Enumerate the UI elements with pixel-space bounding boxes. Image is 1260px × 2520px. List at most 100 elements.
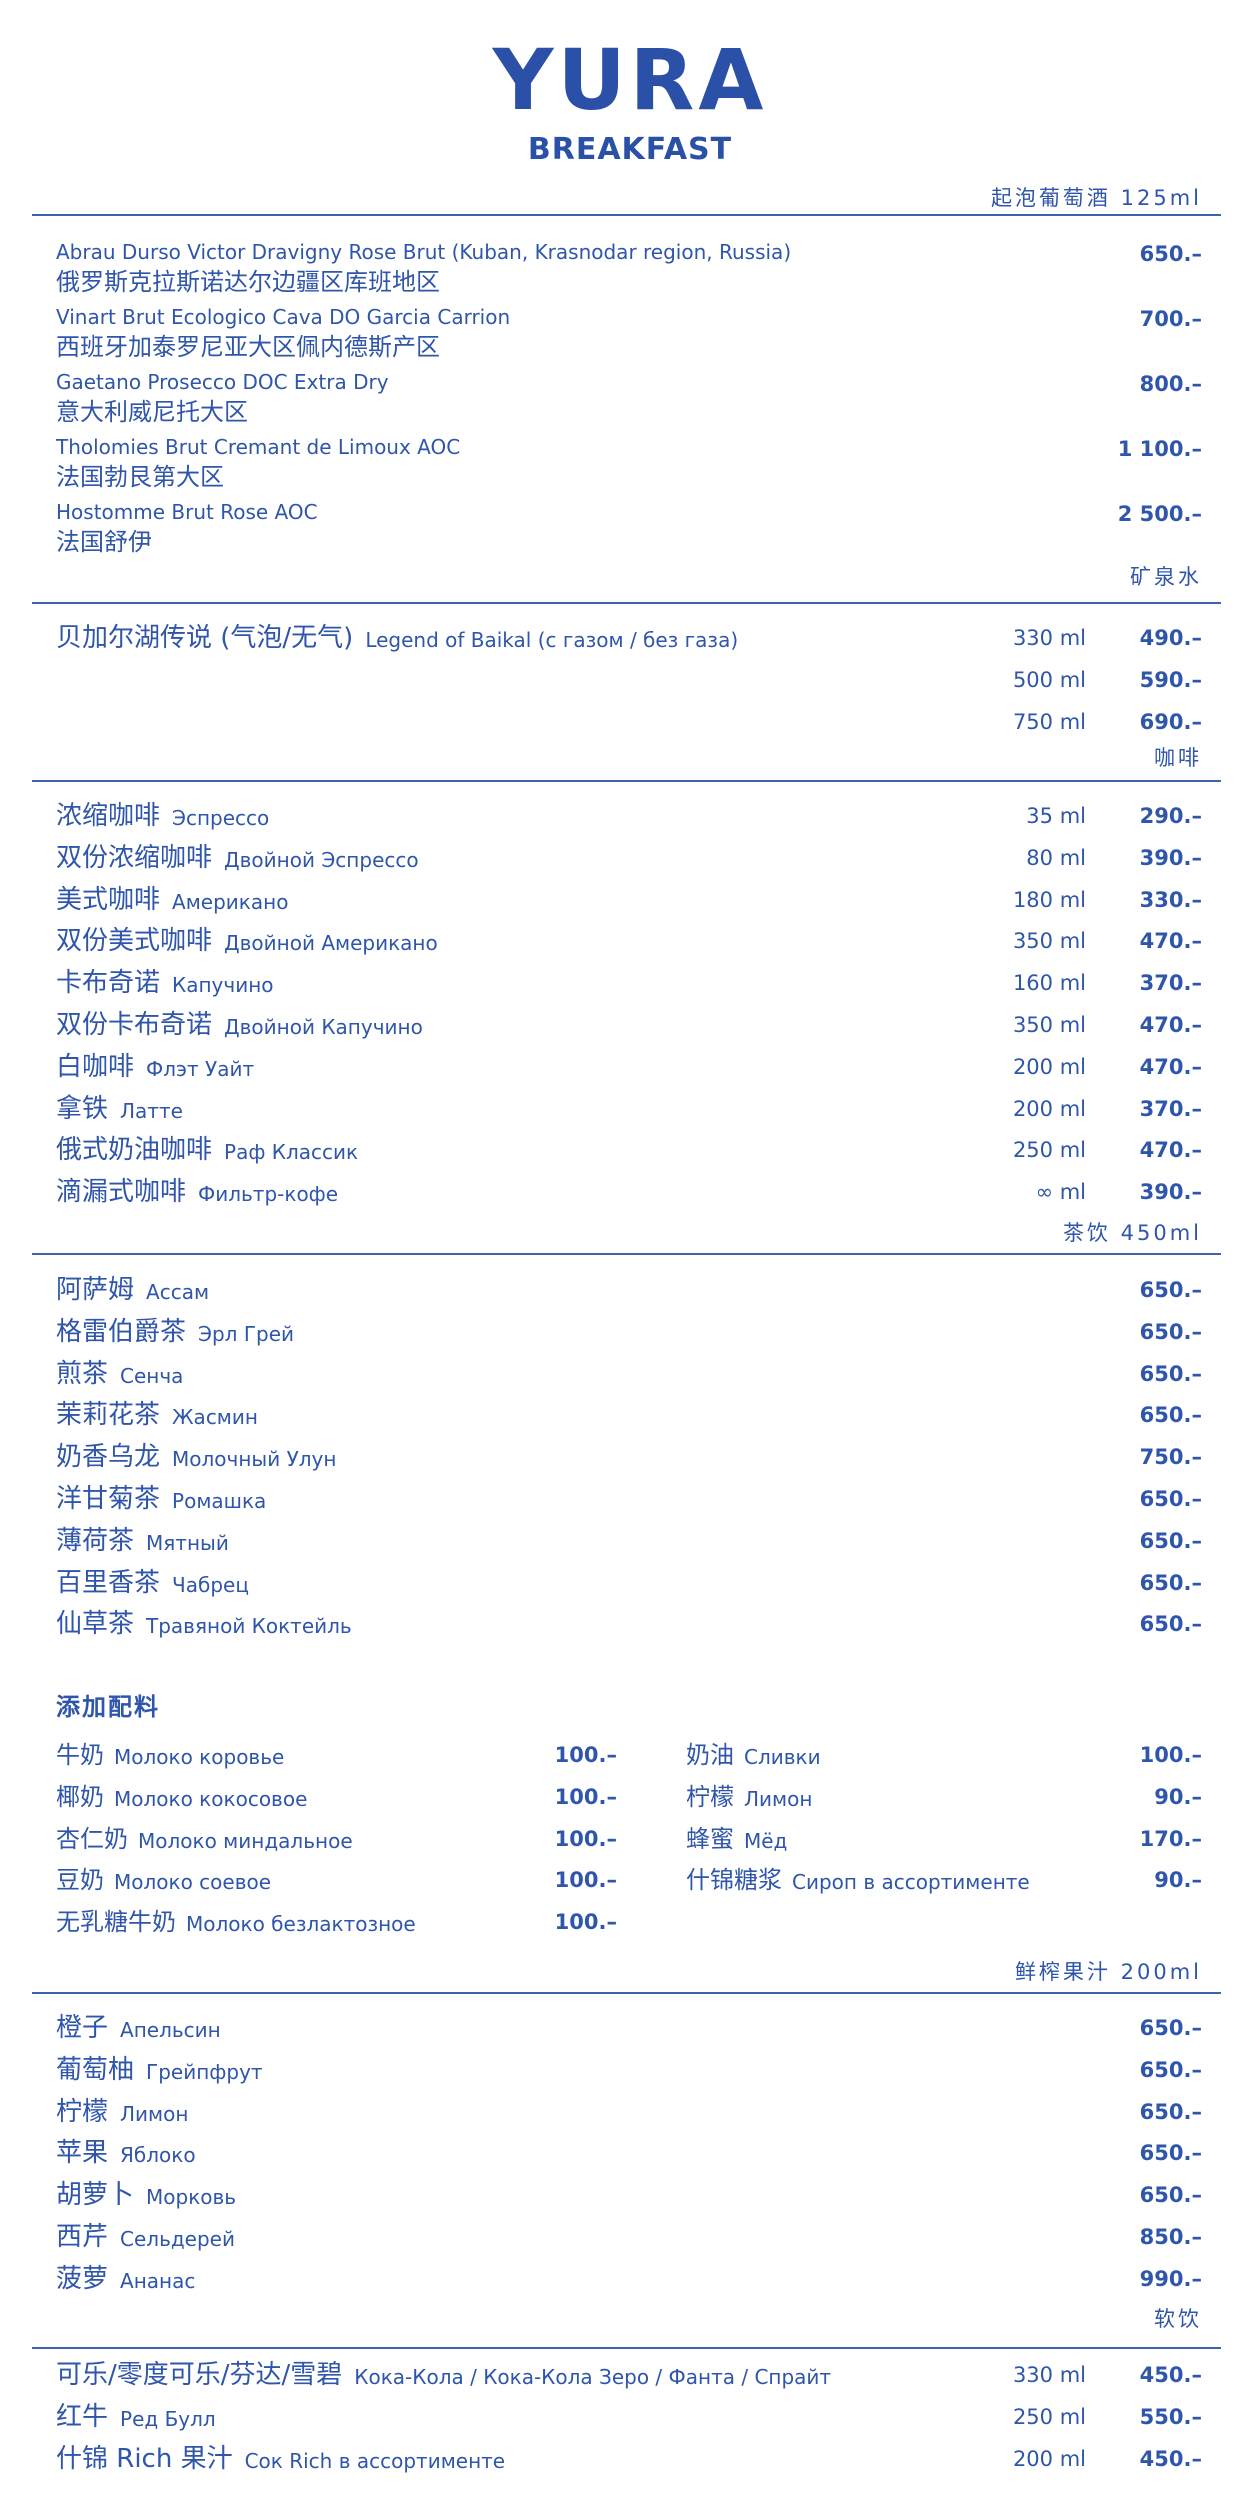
menu-subtitle: BREAKFAST — [527, 132, 733, 167]
addon-price: 90.– — [1154, 1784, 1202, 1809]
addon-name-ru: Молоко соевое — [114, 1870, 272, 1895]
juice-item: 菠萝 Ананас 990.– — [56, 2259, 1202, 2299]
coffee-name-zh: 双份卡布奇诺 — [56, 1010, 213, 1040]
addon-name-zh: 杏仁奶 — [56, 1824, 128, 1853]
tea-item: 格雷伯爵茶 Эрл Грей 650.– — [56, 1312, 1202, 1352]
tea-item: 薄荷茶 Мятный 650.– — [56, 1521, 1202, 1561]
coffee-name-zh: 滴漏式咖啡 — [56, 1177, 187, 1208]
addon-name-ru: Мёд — [744, 1828, 788, 1853]
wine-name-en: Vinart Brut Ecologico Cava DO Garcia Car… — [56, 305, 511, 329]
tea-item: 煎茶 Сенча 650.– — [56, 1354, 1202, 1394]
juice-item: 橙子 Апельсин 650.– — [56, 2008, 1202, 2048]
tea-price: 750.– — [1139, 1445, 1202, 1470]
addons-heading: 添加配料 — [56, 1693, 160, 1721]
tea-price: 650.– — [1139, 1319, 1202, 1344]
tea-name-zh: 格雷伯爵茶 — [56, 1316, 187, 1347]
coffee-name-ru: Американо — [172, 889, 289, 914]
tea-name-zh: 阿萨姆 — [56, 1275, 135, 1305]
addon-price: 100.– — [554, 1784, 617, 1809]
wine-region-zh: 西班牙加泰罗尼亚大区佩内德斯产区 — [56, 333, 440, 361]
juice-name-zh: 柠檬 — [56, 2096, 109, 2127]
tea-item: 百里香茶 Чабрец 650.– — [56, 1563, 1202, 1603]
wine-region-zh: 法国勃艮第大区 — [56, 463, 224, 491]
water-name-ru: Legend of Baikal (с газом / без газа) — [365, 628, 739, 652]
coffee-name-ru: Фильтр-кофе — [198, 1182, 339, 1207]
addon-name-zh: 豆奶 — [56, 1866, 104, 1895]
soft-name-zh: 红牛 — [56, 2401, 109, 2432]
wine-region-zh: 意大利威尼托大区 — [56, 398, 248, 426]
addon-name-ru: Молоко кокосовое — [114, 1786, 308, 1811]
addon-price: 100.– — [554, 1826, 617, 1851]
section-sparkling-category: 起泡葡萄酒 125ml — [990, 186, 1202, 210]
addon-name-zh: 柠檬 — [686, 1782, 734, 1811]
coffee-price: 370.– — [1139, 1096, 1202, 1121]
addon-name-ru: Сироп в ассортименте — [792, 1870, 1030, 1895]
juice-name-ru: Лимон — [120, 2101, 189, 2126]
addon-item: 蜂蜜 Мёд 170.– — [686, 1819, 1202, 1859]
addon-item: 什锦糖浆 Сироп в ассортименте 90.– — [686, 1860, 1202, 1900]
juice-name-zh: 苹果 — [56, 2138, 109, 2169]
addon-price: 100.– — [554, 1910, 617, 1935]
addon-price: 170.– — [1139, 1826, 1202, 1851]
coffee-item: 拿铁 Латте 200 ml 370.– — [56, 1089, 1202, 1129]
coffee-item: 双份卡布奇诺 Двойной Капучино 350 ml 470.– — [56, 1005, 1202, 1045]
tea-name-ru: Ассам — [146, 1280, 210, 1304]
juice-name-zh: 菠萝 — [56, 2263, 109, 2294]
coffee-name-ru: Флэт Уайт — [146, 1056, 255, 1081]
section-tea-category: 茶饮 450ml — [1062, 1221, 1202, 1245]
coffee-name-ru: Двойной Эспрессо — [224, 847, 419, 872]
tea-name-zh: 洋甘菊茶 — [56, 1484, 161, 1514]
juice-price: 990.– — [1139, 2266, 1202, 2291]
wine-item: Gaetano Prosecco DOC Extra Dry 意大利威尼托大区 80… — [56, 368, 1202, 432]
coffee-price: 470.– — [1139, 929, 1202, 954]
juice-name-ru: Яблоко — [120, 2143, 196, 2168]
wine-item: Vinart Brut Ecologico Cava DO Garcia Car… — [56, 303, 1202, 367]
section-divider-soft — [32, 2347, 1221, 2349]
tea-name-zh: 百里香茶 — [56, 1567, 161, 1598]
wine-price: 2 500.– — [1117, 502, 1202, 526]
juice-price: 650.– — [1139, 2016, 1202, 2040]
addon-name-ru: Лимон — [744, 1786, 813, 1811]
tea-item: 茉莉花茶 Жасмин 650.– — [56, 1395, 1202, 1435]
wine-item: Tholomies Brut Cremant de Limoux AOC 法国勃艮… — [56, 433, 1202, 497]
soft-name-zh: 什锦 Rich 果汁 — [56, 2443, 233, 2474]
coffee-name-zh: 浓缩咖啡 — [56, 801, 161, 831]
juice-item: 苹果 Яблоко 650.– — [56, 2133, 1202, 2173]
addon-item: 牛奶 Молоко коровье 100.– — [56, 1735, 617, 1775]
wine-name-en: Gaetano Prosecco DOC Extra Dry — [56, 370, 389, 394]
juice-price: 650.– — [1139, 2141, 1202, 2166]
coffee-price: 290.– — [1139, 804, 1202, 828]
water-item: 贝加尔湖传说 (气泡/无气) Legend of Baikal (с газом … — [56, 618, 1202, 658]
coffee-name-zh: 卡布奇诺 — [56, 968, 161, 999]
juice-item: 西芹 Сельдерей 850.– — [56, 2217, 1202, 2257]
addon-name-zh: 奶油 — [686, 1741, 734, 1769]
juice-price: 650.– — [1139, 2183, 1202, 2208]
coffee-item: 滴漏式咖啡 Фильтр-кофе ∞ ml 390.– — [56, 1172, 1202, 1212]
water-price: 690.– — [1139, 709, 1202, 734]
restaurant-title: YURA — [492, 31, 768, 129]
addon-price: 90.– — [1154, 1868, 1202, 1893]
addon-name-ru: Молоко безлактозное — [186, 1912, 416, 1937]
coffee-volume: 200 ml — [1012, 1054, 1086, 1079]
addon-item: 奶油 Сливки 100.– — [686, 1735, 1202, 1775]
coffee-volume: 200 ml — [1012, 1096, 1086, 1121]
juice-name-zh: 葡萄柚 — [56, 2054, 135, 2085]
wine-region-zh: 法国舒伊 — [56, 528, 152, 556]
juice-name-ru: Ананас — [120, 2268, 196, 2293]
tea-name-ru: Чабрец — [172, 1572, 249, 1597]
soft-item: 什锦 Rich 果汁 Сок Rich в ассортименте 200 ml 4… — [56, 2439, 1202, 2479]
tea-name-ru: Травяной Коктейль — [146, 1614, 352, 1639]
water-price: 590.– — [1139, 667, 1202, 692]
wine-name-en: Tholomies Brut Cremant de Limoux AOC — [56, 435, 461, 459]
section-juice-category: 鲜榨果汁 200ml — [1014, 1960, 1202, 1984]
section-soft-category: 软饮 — [1154, 2307, 1202, 2331]
coffee-item: 浓缩咖啡 Эспрессо 35 ml 290.– — [56, 796, 1202, 836]
addon-name-ru: Сливки — [744, 1745, 821, 1769]
wine-item: Hostomme Brut Rose AOC 法国舒伊 2 500.– — [56, 498, 1202, 562]
wine-name-en: Abrau Durso Victor Dravigny Rose Brut (K… — [56, 240, 792, 264]
coffee-price: 390.– — [1139, 845, 1202, 870]
coffee-name-zh: 双份浓缩咖啡 — [56, 842, 213, 873]
tea-price: 650.– — [1139, 1403, 1202, 1428]
tea-name-ru: Молочный Улун — [172, 1447, 337, 1472]
coffee-item: 白咖啡 Флэт Уайт 200 ml 470.– — [56, 1047, 1202, 1087]
